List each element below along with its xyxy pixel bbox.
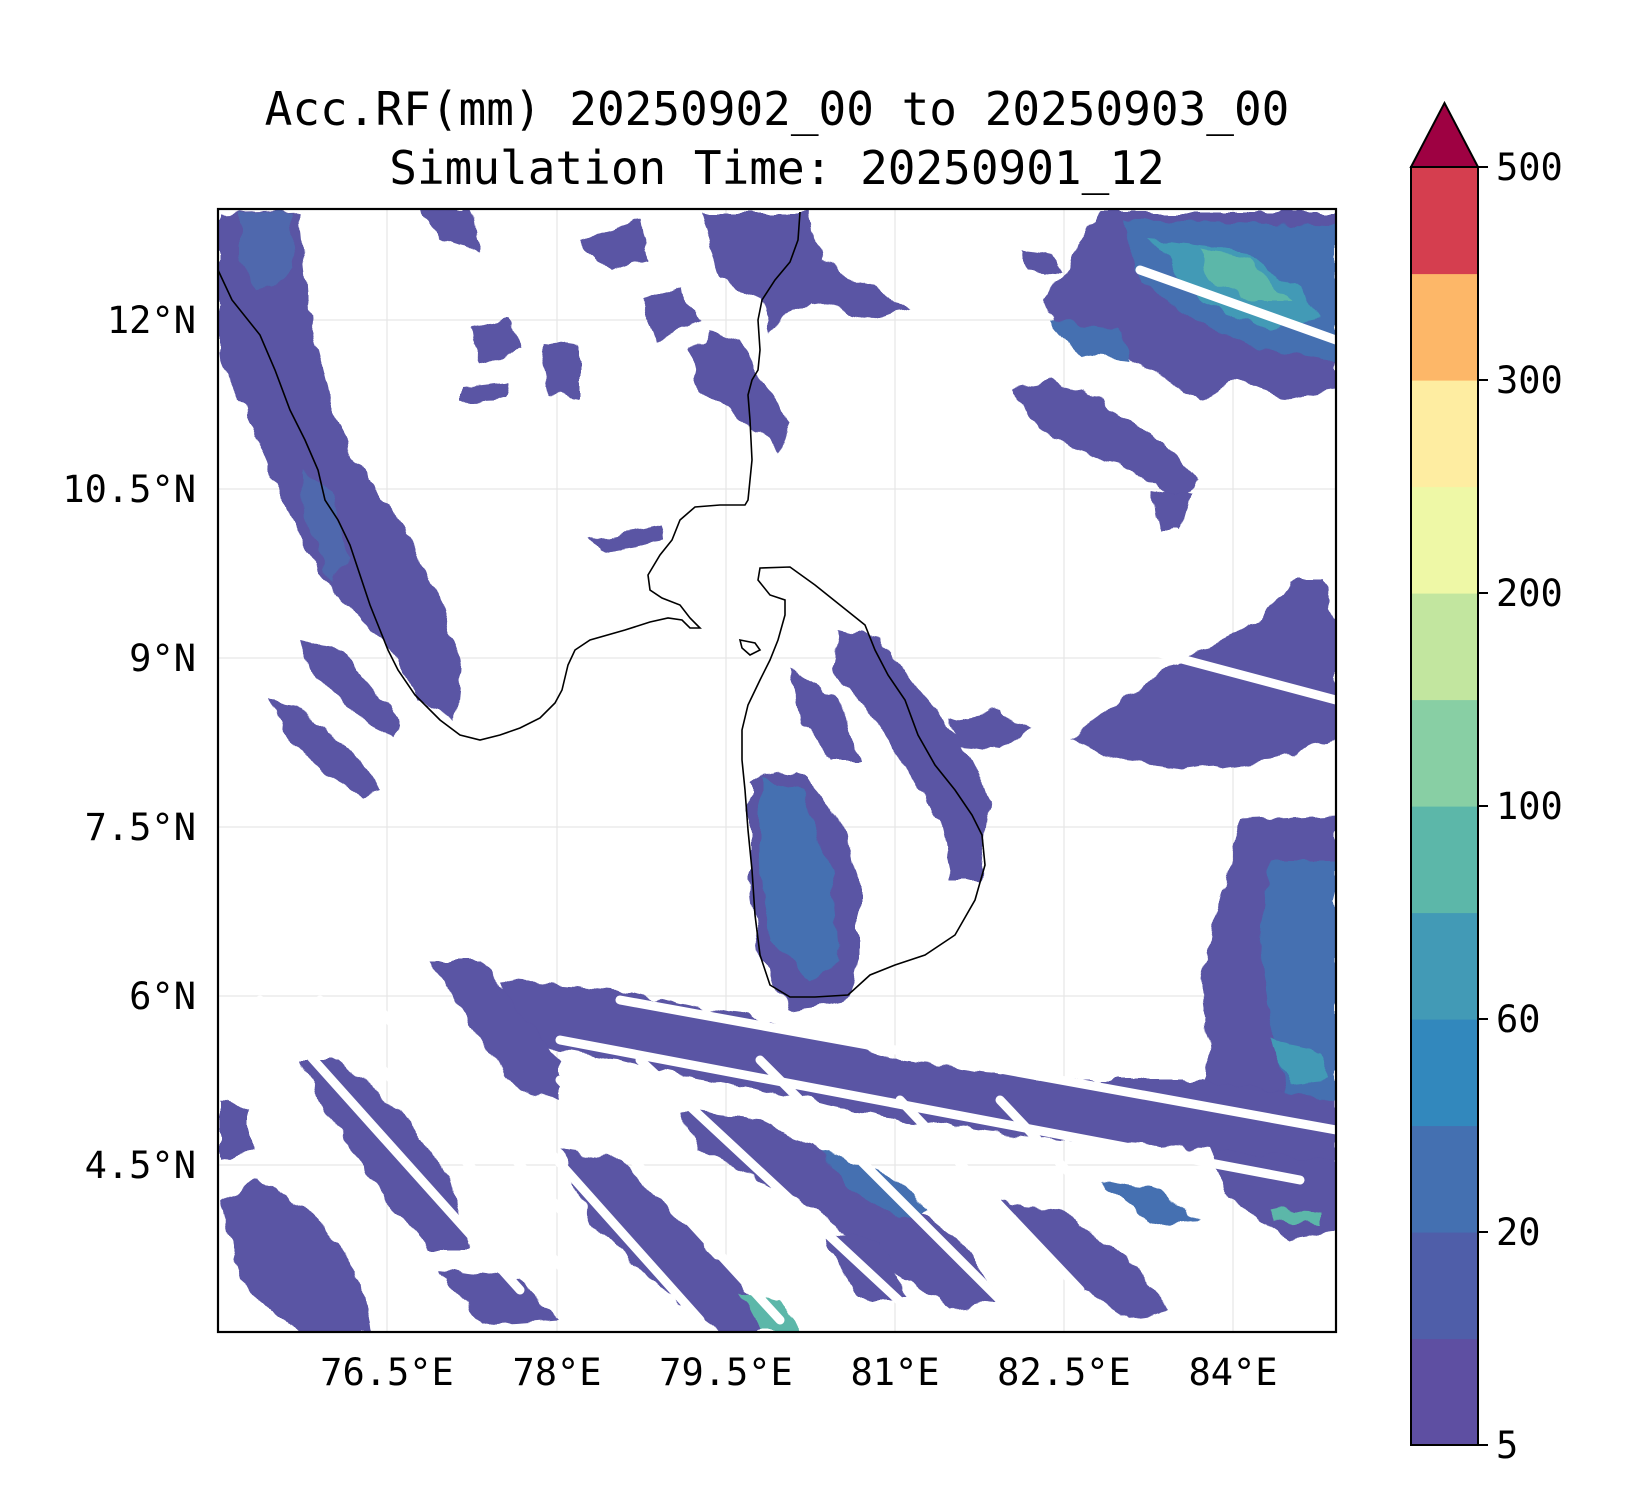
y-tick-labels: 4.5°N 6°N 7.5°N 9°N 10.5°N 12°N [62, 299, 196, 1187]
colorbar-tick-label: 200 [1496, 572, 1563, 615]
colorbar-tick-label: 300 [1496, 359, 1563, 402]
rainfall-field [218, 210, 1336, 1332]
x-tick-label: 78°E [512, 1351, 601, 1394]
colorbar-segment [1411, 1232, 1478, 1340]
y-tick-label: 7.5°N [85, 806, 196, 849]
map-title: Acc.RF(mm) 20250902_00 to 20250903_00 [264, 82, 1290, 136]
colorbar-segment [1411, 699, 1478, 807]
colorbar-segment [1411, 273, 1478, 381]
rain-region-southern-streaks [220, 960, 1336, 1332]
x-tick-label: 79.5°E [659, 1351, 793, 1394]
colorbar-tick-label: 60 [1496, 998, 1541, 1041]
colorbar-segment [1411, 1125, 1478, 1233]
rain-region-east-band [950, 580, 1336, 770]
colorbar-tick-label: 20 [1496, 1211, 1541, 1254]
x-tick-label: 81°E [850, 1351, 939, 1394]
colorbar: 5 20 60 100 200 300 500 [1409, 100, 1563, 1467]
map-frame [216, 207, 1338, 1334]
coastlines [217, 211, 986, 998]
mannar-island [738, 638, 762, 656]
colorbar-segment [1411, 912, 1478, 1020]
colorbar-tick-label: 100 [1496, 785, 1563, 828]
sri-lanka-coastline [741, 566, 986, 998]
map-subtitle: Simulation Time: 20250901_12 [389, 141, 1165, 195]
colorbar-segment [1411, 806, 1478, 914]
x-tick-labels: 76.5°E 78°E 79.5°E 81°E 82.5°E 84°E [320, 1351, 1277, 1394]
y-tick-label: 10.5°N [62, 468, 196, 511]
colorbar-segment [1411, 486, 1478, 594]
colorbar-tick-label: 5 [1496, 1424, 1518, 1467]
y-tick-label: 12°N [107, 299, 196, 342]
x-tick-label: 82.5°E [997, 1351, 1131, 1394]
india-coastline [217, 211, 801, 741]
colorbar-segment [1411, 1338, 1478, 1446]
y-tick-label: 6°N [129, 975, 196, 1018]
colorbar-extend-arrow [1409, 100, 1480, 168]
x-tick-label: 76.5°E [320, 1351, 454, 1394]
rain-region-inland-scatter [420, 210, 1060, 552]
rain-gaps [255, 265, 1336, 1325]
colorbar-segment [1411, 1019, 1478, 1127]
y-tick-label: 9°N [129, 637, 196, 680]
y-tick-label: 4.5°N [85, 1144, 196, 1187]
rain-region-kerala-coast [218, 212, 460, 795]
colorbar-segment [1411, 380, 1478, 488]
colorbar-segment [1411, 167, 1478, 275]
x-tick-label: 84°E [1188, 1351, 1277, 1394]
colorbar-segment [1411, 593, 1478, 701]
colorbar-tick-label: 500 [1496, 146, 1563, 189]
